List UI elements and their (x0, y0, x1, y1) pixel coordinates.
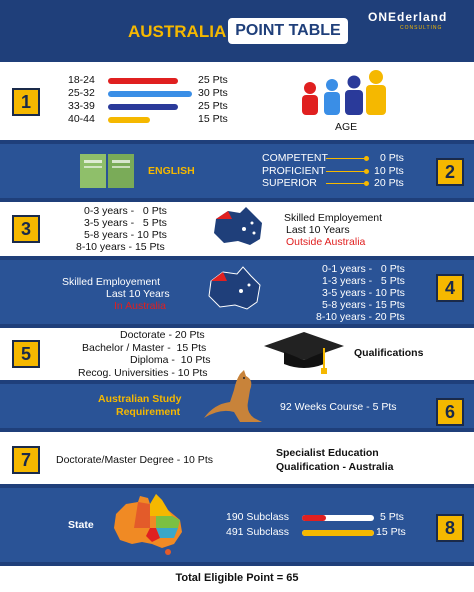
age-points: 30 Pts (198, 87, 228, 99)
qualification-row: Doctorate - 20 Pts (120, 329, 205, 341)
section-number-1: 1 (12, 88, 40, 116)
outside-row: 8-10 years - 15 Pts (76, 241, 165, 253)
section-number-5: 5 (12, 340, 40, 368)
state-bar (302, 515, 326, 521)
state-bar (302, 530, 374, 536)
people-icon (302, 70, 386, 115)
australia-states-map-icon (114, 494, 182, 555)
age-range-label: 33-39 (68, 100, 95, 112)
title-country: AUSTRALIA (128, 22, 227, 41)
australia-flag-map-icon (214, 207, 262, 245)
qualification-row: Bachelor / Master - 15 Pts (82, 341, 207, 354)
age-range-label: 40-44 (68, 113, 95, 125)
inside-row: 5-8 years - 15 Pts (322, 299, 405, 311)
age-points: 25 Pts (198, 74, 228, 86)
outside-title-1: Skilled Employement (284, 212, 383, 224)
specialist-label-2: Qualification - Australia (276, 461, 394, 473)
section-state (0, 488, 474, 562)
english-points: 20 Pts (374, 177, 404, 189)
english-connector-dot (364, 181, 369, 186)
graduation-cap-icon (264, 332, 344, 374)
english-connector (326, 183, 368, 184)
section-number-7: 7 (12, 446, 40, 474)
inside-row: 8-10 years - 20 Pts (316, 311, 405, 323)
section-number-4: 4 (436, 274, 464, 302)
kangaroo-icon (204, 370, 262, 422)
study-label-1: Australian Study (98, 393, 182, 405)
section-number-8: 8 (436, 514, 464, 542)
section-age (0, 62, 474, 140)
inside-row: 3-5 years - 10 Pts (322, 287, 405, 299)
english-points: 0 Pts (380, 152, 404, 164)
outside-row: 0-3 years - 0 Pts (84, 205, 167, 217)
qualifications-label: Qualifications (354, 347, 424, 359)
study-detail: 92 Weeks Course - 5 Pts (280, 401, 397, 413)
english-level: SUPERIOR (262, 177, 317, 189)
australia-flag-map-icon-2 (208, 266, 261, 310)
study-label-2: Requirement (116, 406, 181, 418)
section-number-6: 6 (436, 398, 464, 426)
brand-subtitle: CONSULTING (400, 25, 443, 31)
inside-title-1: Skilled Employement (62, 276, 161, 288)
state-subclass-label: 190 Subclass (226, 511, 290, 523)
age-caption: AGE (335, 121, 358, 133)
english-connector-dot (364, 156, 369, 161)
age-range-label: 25-32 (68, 87, 95, 99)
specialist-label-1: Specialist Education (276, 447, 379, 459)
english-label: ENGLISH (148, 165, 195, 177)
book-icon (80, 154, 134, 188)
age-bar (108, 78, 178, 84)
inside-title-2: Last 10 Years (106, 288, 170, 300)
age-points: 25 Pts (198, 100, 228, 112)
age-range-label: 18-24 (68, 74, 95, 86)
age-bar (108, 91, 192, 97)
outside-row: 5-8 years - 10 Pts (84, 229, 167, 241)
english-level: COMPETENT (262, 152, 328, 164)
brand-logo: ONEderland (368, 10, 448, 24)
age-bar (108, 104, 178, 110)
section-english (0, 144, 474, 198)
section-specialist (0, 432, 474, 484)
english-level: PROFICIENT (262, 164, 326, 177)
english-connector (326, 170, 368, 172)
qualification-row: Recog. Universities - 10 Pts (78, 366, 208, 379)
inside-row: 1-3 years - 5 Pts (322, 275, 405, 287)
inside-title-3: In Australia (114, 300, 166, 312)
age-bar (108, 117, 150, 123)
age-points: 15 Pts (198, 113, 228, 125)
state-subclass-label: 491 Subclass (226, 526, 290, 538)
state-bar-track (302, 515, 374, 521)
outside-title-3: Outside Australia (286, 236, 366, 248)
state-points: 15 Pts (376, 526, 406, 538)
section-number-2: 2 (436, 158, 464, 186)
specialist-detail: Doctorate/Master Degree - 10 Pts (56, 454, 213, 466)
outside-title-2: Last 10 Years (286, 224, 350, 236)
footer (0, 566, 474, 592)
outside-row: 3-5 years - 5 Pts (84, 217, 167, 229)
title-table: POINT TABLE (228, 18, 348, 44)
state-label: State (68, 519, 94, 531)
section-qualifications (0, 328, 474, 380)
inside-row: 0-1 years - 0 Pts (322, 263, 405, 275)
english-points: 10 Pts (374, 164, 404, 177)
qualification-row: Diploma - 10 Pts (130, 354, 211, 366)
total-points: Total Eligible Point = 65 (175, 572, 299, 584)
english-connector (326, 158, 368, 159)
section-number-3: 3 (12, 215, 40, 243)
english-connector-dot (364, 168, 369, 174)
state-points: 5 Pts (380, 511, 404, 523)
